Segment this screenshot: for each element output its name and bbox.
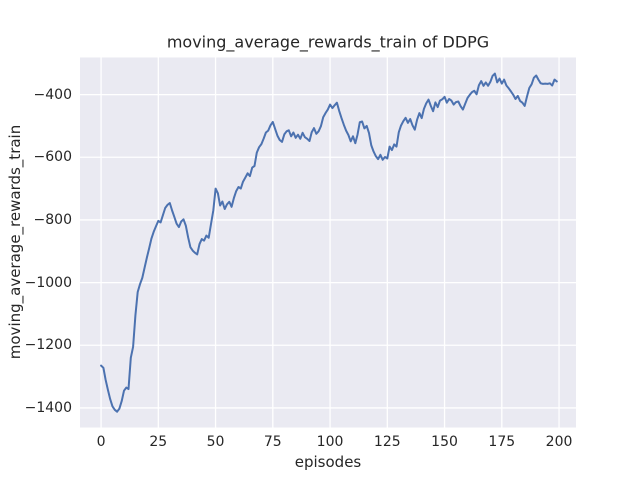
x-tick-label: 0	[96, 434, 106, 450]
series-line	[100, 72, 558, 413]
chart-title: moving_average_rewards_train of DDPG	[166, 32, 490, 52]
x-axis-label: episodes	[294, 453, 362, 471]
gridlines	[80, 57, 576, 428]
y-tick-label: −1400	[24, 399, 72, 416]
y-tick-label: −800	[33, 211, 72, 228]
y-tick-label: −1200	[24, 337, 72, 354]
y-tick-label: −600	[33, 149, 72, 166]
plot-background	[80, 57, 576, 428]
x-tick-label: 50	[206, 434, 225, 450]
y-tick-label: −400	[33, 86, 72, 103]
y-tick-label: −1000	[24, 274, 72, 291]
x-tick-label: 175	[488, 434, 516, 450]
x-tick-label: 25	[149, 434, 168, 450]
x-tick-label: 125	[373, 434, 401, 450]
x-tick-label: 150	[431, 434, 458, 450]
x-tick-label: 200	[545, 434, 573, 450]
x-tick-label: 100	[316, 434, 344, 450]
x-tick-label: 75	[263, 434, 282, 450]
